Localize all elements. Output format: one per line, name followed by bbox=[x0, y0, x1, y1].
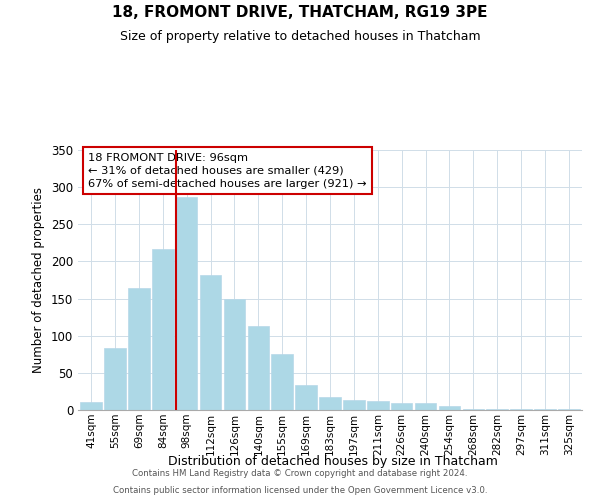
Bar bbox=[271, 354, 293, 410]
Text: Distribution of detached houses by size in Thatcham: Distribution of detached houses by size … bbox=[168, 455, 498, 468]
Bar bbox=[104, 348, 126, 410]
Bar bbox=[200, 275, 221, 410]
Text: 18, FROMONT DRIVE, THATCHAM, RG19 3PE: 18, FROMONT DRIVE, THATCHAM, RG19 3PE bbox=[112, 5, 488, 20]
Text: 18 FROMONT DRIVE: 96sqm
← 31% of detached houses are smaller (429)
67% of semi-d: 18 FROMONT DRIVE: 96sqm ← 31% of detache… bbox=[88, 152, 367, 189]
Text: Contains HM Land Registry data © Crown copyright and database right 2024.: Contains HM Land Registry data © Crown c… bbox=[132, 468, 468, 477]
Bar bbox=[439, 406, 460, 410]
Bar bbox=[176, 197, 197, 410]
Bar bbox=[152, 249, 173, 410]
Text: Contains public sector information licensed under the Open Government Licence v3: Contains public sector information licen… bbox=[113, 486, 487, 495]
Bar bbox=[80, 402, 102, 410]
Bar bbox=[391, 404, 412, 410]
Bar bbox=[558, 408, 580, 410]
Bar bbox=[463, 408, 484, 410]
Bar bbox=[415, 404, 436, 410]
Bar bbox=[248, 326, 269, 410]
Bar bbox=[367, 401, 389, 410]
Bar bbox=[128, 288, 149, 410]
Bar bbox=[319, 396, 341, 410]
Bar bbox=[343, 400, 365, 410]
Y-axis label: Number of detached properties: Number of detached properties bbox=[32, 187, 46, 373]
Bar bbox=[224, 298, 245, 410]
Bar bbox=[295, 384, 317, 410]
Text: Size of property relative to detached houses in Thatcham: Size of property relative to detached ho… bbox=[119, 30, 481, 43]
